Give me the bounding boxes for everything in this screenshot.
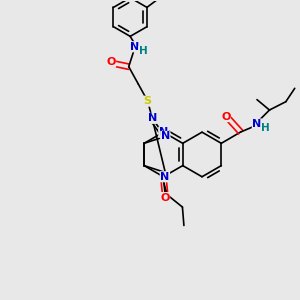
Text: N: N <box>161 131 170 141</box>
Text: H: H <box>261 124 270 134</box>
Text: N: N <box>130 42 139 52</box>
Text: O: O <box>106 57 116 67</box>
Text: H: H <box>139 46 147 56</box>
Text: N: N <box>148 113 157 123</box>
Text: S: S <box>144 96 152 106</box>
Text: N: N <box>159 127 168 137</box>
Text: N: N <box>160 172 170 182</box>
Text: O: O <box>160 193 170 202</box>
Text: N: N <box>252 119 262 129</box>
Text: O: O <box>221 112 230 122</box>
